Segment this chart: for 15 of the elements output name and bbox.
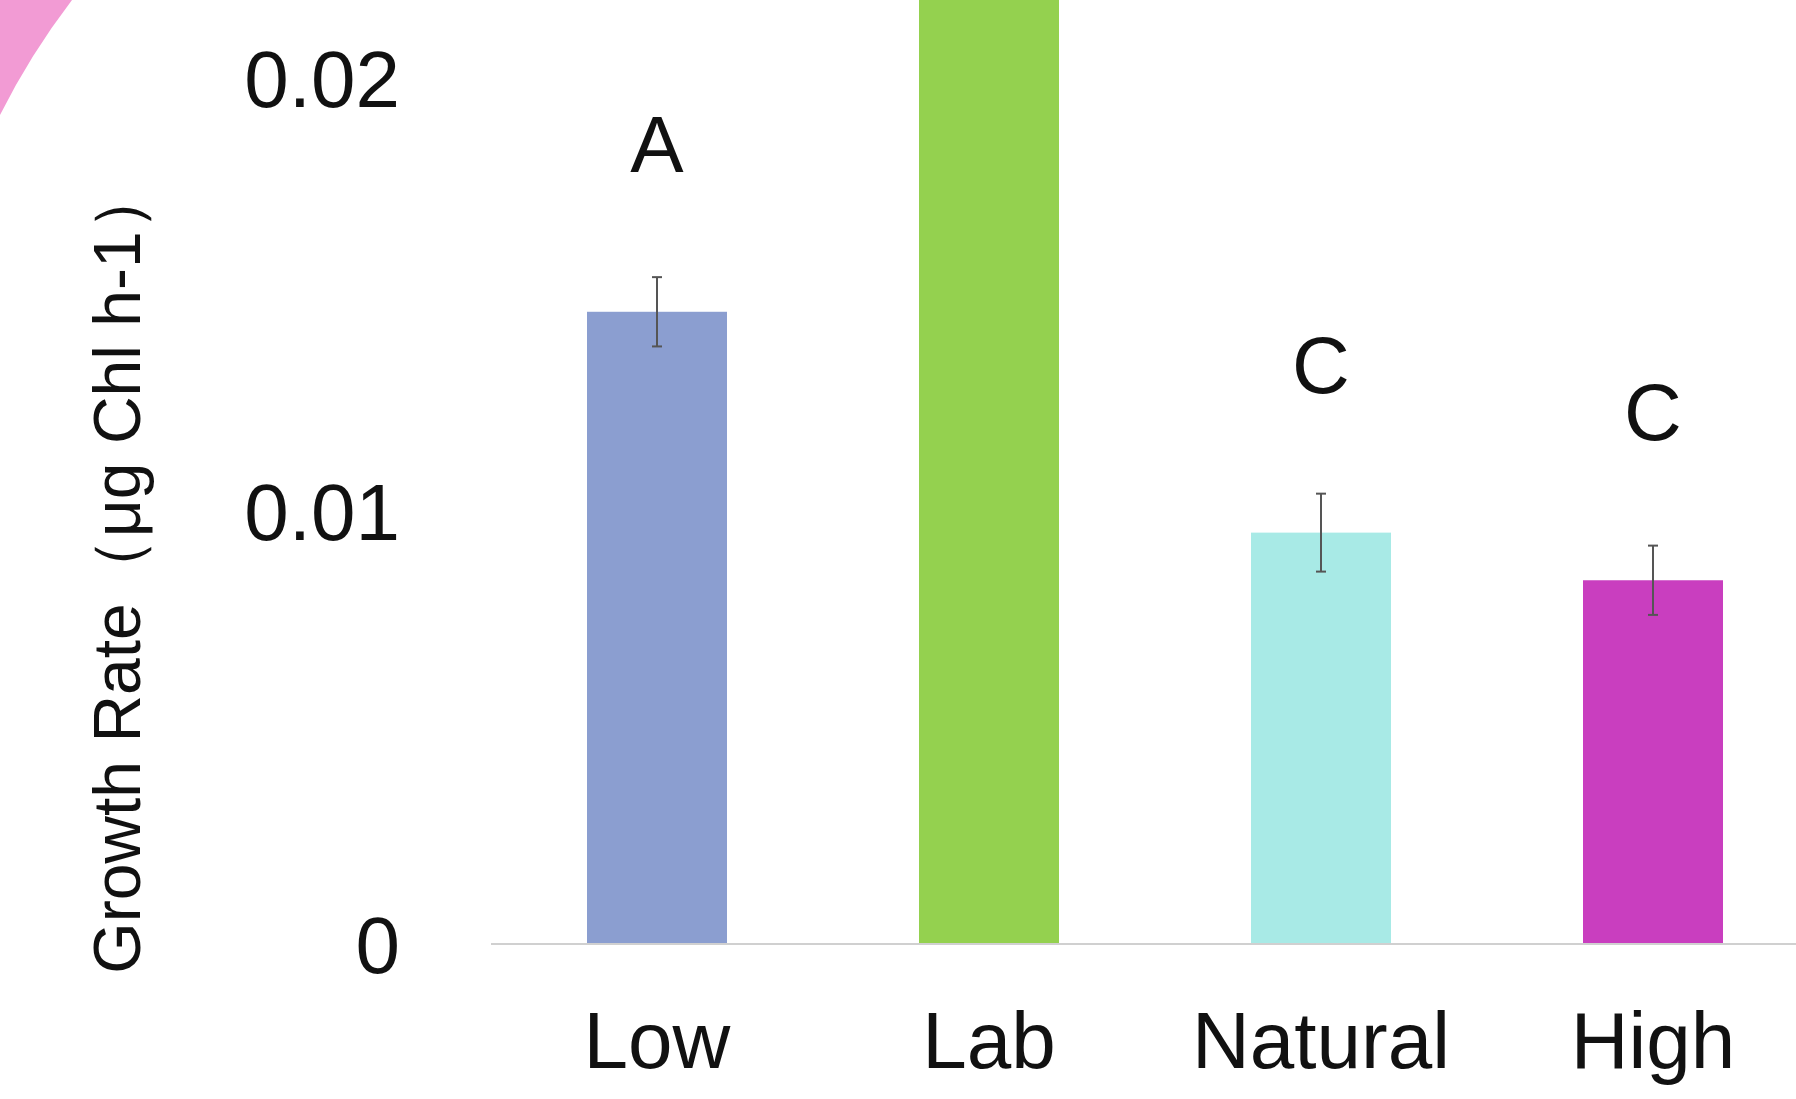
bar: [1251, 532, 1391, 944]
annotation: C: [1292, 320, 1350, 410]
bar: [587, 311, 727, 944]
annotation: A: [630, 99, 685, 189]
bar: [919, 0, 1059, 944]
y-tick-label: 0.01: [244, 467, 400, 557]
annotation: C: [1624, 368, 1682, 458]
y-tick-label: 0: [355, 900, 400, 990]
y-axis-title: Growth Rate（μg Chl h-1）: [80, 165, 154, 974]
x-tick-label: High: [1570, 996, 1736, 1085]
y-tick-label: 0.02: [244, 34, 400, 124]
x-tick-label: Natural: [1192, 996, 1450, 1085]
x-tick-label: Lab: [922, 996, 1056, 1085]
x-tick-label: Low: [583, 996, 731, 1085]
bar: [1583, 580, 1723, 944]
